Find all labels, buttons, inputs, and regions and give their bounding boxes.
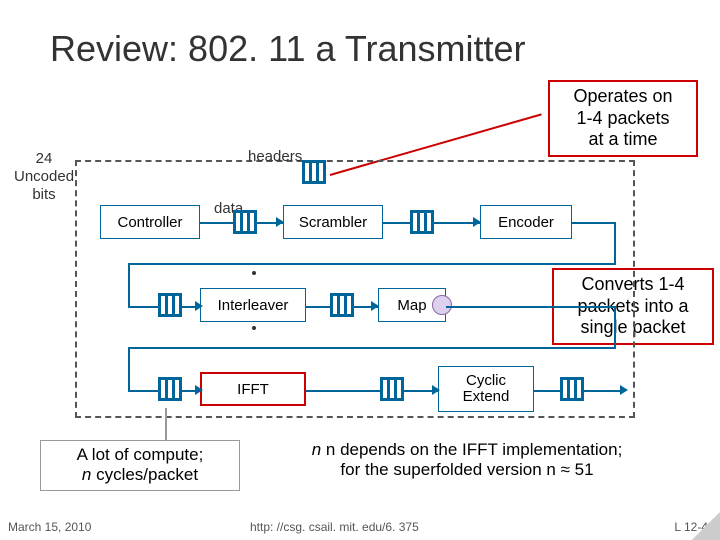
connector-line xyxy=(128,263,616,265)
footer-url: http: //csg. csail. mit. edu/6. 375 xyxy=(250,520,419,534)
fifo-icon xyxy=(233,210,257,234)
callout-compute: A lot of compute;n cycles/packet xyxy=(40,440,240,491)
connector-line xyxy=(306,390,380,392)
fifo-icon xyxy=(330,293,354,317)
callout-operates-on: Operates on 1-4 packets at a time xyxy=(548,80,698,157)
connector-line xyxy=(128,347,616,349)
connector-line xyxy=(128,390,158,392)
connector-line xyxy=(128,347,130,390)
connector-line xyxy=(128,306,158,308)
arrow-icon xyxy=(195,385,203,395)
controller-block: Controller xyxy=(100,205,200,239)
fifo-icon xyxy=(410,210,434,234)
arrow-icon xyxy=(276,217,284,227)
connector-line xyxy=(584,390,624,392)
cyclic-block: Cyclic Extend xyxy=(438,366,534,412)
connector-line xyxy=(614,222,616,265)
fifo-icon xyxy=(302,160,326,184)
connector-line xyxy=(200,222,233,224)
connector-line xyxy=(128,263,130,306)
dot-icon xyxy=(252,271,256,275)
arrow-icon xyxy=(371,301,379,311)
dot-icon xyxy=(252,326,256,330)
arrow-icon xyxy=(620,385,628,395)
slide-title: Review: 802. 11 a Transmitter xyxy=(50,28,526,70)
fifo-icon xyxy=(158,377,182,401)
connector-line xyxy=(534,390,560,392)
fifo-icon xyxy=(380,377,404,401)
callout-pointer xyxy=(165,408,167,440)
fifo-icon xyxy=(560,377,584,401)
headers-label: headers xyxy=(248,148,302,165)
footer-date: March 15, 2010 xyxy=(8,520,91,534)
connector-line xyxy=(614,306,616,349)
note-ifft-dependency: n n depends on the IFFT implementation; … xyxy=(252,440,682,481)
input-bits-label: 24 Uncoded bits xyxy=(14,150,74,204)
arrow-icon xyxy=(473,217,481,227)
connector-line xyxy=(446,306,616,308)
page-fold-icon xyxy=(692,512,720,540)
interleaver-block: Interleaver xyxy=(200,288,306,322)
connector-line xyxy=(306,306,330,308)
connector-line xyxy=(572,222,616,224)
ifft-block: IFFT xyxy=(200,372,306,406)
arrow-icon xyxy=(432,385,440,395)
fifo-icon xyxy=(158,293,182,317)
mapper-circle-icon xyxy=(432,295,452,315)
connector-line xyxy=(383,222,410,224)
scrambler-block: Scrambler xyxy=(283,205,383,239)
encoder-block: Encoder xyxy=(480,205,572,239)
arrow-icon xyxy=(195,301,203,311)
